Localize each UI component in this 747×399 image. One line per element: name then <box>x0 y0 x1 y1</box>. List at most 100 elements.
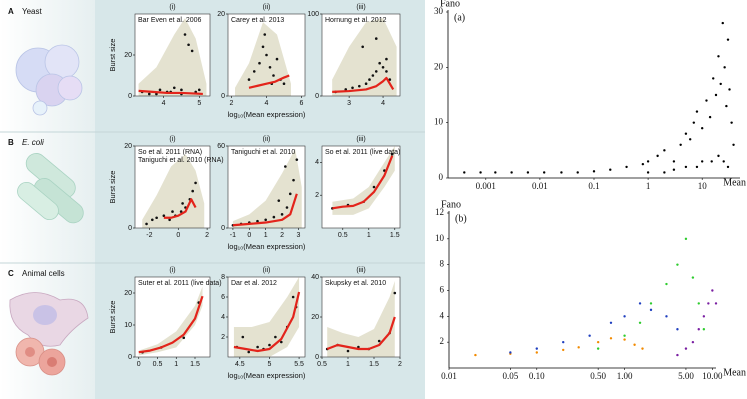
panel-title: Taniguchi et al. 2010 <box>231 149 295 156</box>
data-point <box>241 335 245 339</box>
data-point <box>723 66 726 69</box>
data-point <box>577 346 580 349</box>
data-point <box>180 88 183 92</box>
data-point <box>282 82 286 85</box>
y-tick-label: 6 <box>221 294 225 301</box>
plot-frame <box>321 276 401 358</box>
row-letter: A <box>8 7 14 16</box>
data-point <box>388 78 392 81</box>
y-tick-label: 12 <box>435 207 444 217</box>
panel-tag: (ii) <box>263 136 271 143</box>
data-point <box>609 321 613 324</box>
data-point <box>194 181 197 185</box>
confidence-band <box>232 148 302 228</box>
data-point <box>710 160 713 163</box>
chart-annotation: (b) <box>455 213 467 224</box>
data-point <box>695 165 699 169</box>
data-point <box>168 218 171 222</box>
x-axis-label: Mean <box>723 367 746 378</box>
y-tick-label: 0 <box>221 93 225 100</box>
x-axis-label: log₁₀(Mean expression) <box>228 110 306 119</box>
data-point <box>665 282 668 286</box>
panel-title: Carey et al. 2013 <box>231 17 284 24</box>
data-point <box>378 61 381 65</box>
x-tick-label: -2 <box>146 232 152 239</box>
data-point <box>284 165 287 168</box>
data-point <box>679 143 682 146</box>
data-point <box>374 70 378 73</box>
confidence-band <box>142 154 205 228</box>
panel-tag: (iii) <box>356 267 365 274</box>
data-point <box>708 115 712 119</box>
ecoli-illustration <box>17 153 84 224</box>
data-point <box>560 171 563 174</box>
data-point <box>676 328 679 331</box>
data-point <box>663 149 666 152</box>
data-point <box>596 347 600 350</box>
chart: 0 10 20 30 0.001 0.01 0.1 1 10 Fano Mean (a) <box>434 0 746 191</box>
x-tick-label: 5.5 <box>294 361 304 368</box>
data-point <box>381 66 385 69</box>
data-point <box>479 171 482 174</box>
panel-title: Hornung et al. 2012 <box>325 17 387 24</box>
y-tick-label: 20 <box>124 52 132 59</box>
y-tick-label: 20 <box>311 314 319 321</box>
y-tick-label: 0 <box>221 225 225 232</box>
x-tick-label: 0.10 <box>529 371 545 381</box>
y-tick-label: 40 <box>311 274 319 281</box>
row-labels: A Yeast B E. coli C Animal cells <box>8 7 65 278</box>
data-point <box>707 302 710 305</box>
data-point <box>702 315 706 318</box>
data-point <box>702 328 706 331</box>
data-point <box>714 302 718 305</box>
data-point <box>684 347 688 350</box>
y-tick-label: 0 <box>128 93 132 100</box>
data-point <box>535 351 538 354</box>
data-point <box>663 171 666 174</box>
row-letter: B <box>8 138 14 147</box>
data-point <box>351 86 354 90</box>
confidence-band <box>332 18 397 97</box>
x-tick-label: 1 <box>646 181 651 191</box>
data-point <box>288 192 292 196</box>
data-point <box>346 349 350 353</box>
data-point <box>700 160 704 163</box>
plot-frame <box>134 145 211 229</box>
data-point <box>649 302 653 305</box>
confidence-band <box>138 18 207 97</box>
y-tick-label: 10 <box>435 233 445 243</box>
data-point <box>646 171 650 174</box>
small-chart: 0 10 20 0 0.5 1 1.5 (i) Suter et al. 2011 (live … <box>108 267 222 368</box>
x-tick-label: 1 <box>174 361 178 368</box>
data-point <box>725 104 728 108</box>
plot-frame <box>134 13 211 97</box>
fit-line <box>163 198 197 219</box>
data-point <box>535 347 538 350</box>
data-point <box>700 127 704 130</box>
fit-line <box>138 295 204 354</box>
data-point <box>526 171 530 174</box>
data-point <box>280 340 283 344</box>
data-point <box>732 143 735 146</box>
data-point <box>684 165 688 169</box>
data-point <box>494 171 497 174</box>
data-point <box>374 37 378 40</box>
data-point <box>295 158 299 161</box>
data-point <box>623 334 626 337</box>
row-letter: C <box>8 269 14 278</box>
data-point <box>187 43 190 47</box>
data-point <box>247 350 251 354</box>
y-axis-label: Burst size <box>108 301 117 334</box>
x-tick-label: 1.00 <box>617 371 633 381</box>
panel-tag: (iii) <box>356 4 365 11</box>
x-tick-label: 1 <box>367 232 371 239</box>
x-tick-label: 0 <box>176 232 180 239</box>
data-point <box>292 178 295 182</box>
data-point <box>684 237 688 241</box>
x-tick-label: 10.00 <box>702 371 723 381</box>
data-point <box>592 170 596 173</box>
data-point <box>197 88 201 92</box>
fit-line <box>138 89 203 96</box>
data-point <box>623 315 626 318</box>
data-point <box>158 88 162 92</box>
